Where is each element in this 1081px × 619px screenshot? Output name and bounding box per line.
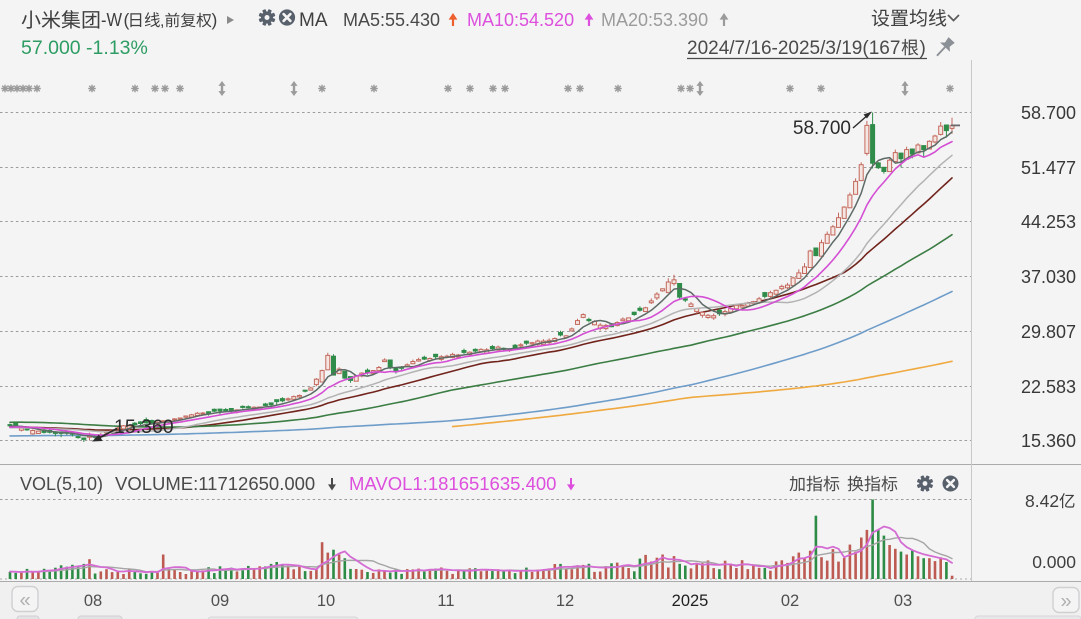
svg-text:VOL(5,10): VOL(5,10) [20, 474, 103, 494]
svg-text:): ) [920, 38, 926, 59]
svg-text:29.807: 29.807 [1021, 322, 1076, 342]
svg-text:(: ( [124, 10, 130, 30]
svg-text:58.700: 58.700 [793, 118, 851, 139]
svg-text:»: » [1060, 591, 1071, 613]
svg-text:MA10:54.520: MA10:54.520 [467, 10, 574, 30]
svg-text:2025: 2025 [672, 592, 709, 610]
svg-text:8.42: 8.42 [1025, 491, 1059, 511]
svg-text:51.477: 51.477 [1021, 158, 1076, 178]
svg-text:2024/7/16-2025/3/19(167: 2024/7/16-2025/3/19(167 [687, 38, 900, 59]
svg-text:-W: -W [101, 9, 122, 30]
svg-text:): ) [212, 10, 218, 30]
svg-text:MA20:53.390: MA20:53.390 [601, 10, 708, 30]
svg-text:12: 12 [556, 592, 574, 610]
svg-text:22.583: 22.583 [1021, 377, 1076, 397]
svg-text:«: « [19, 590, 30, 612]
svg-text:11: 11 [437, 592, 454, 610]
svg-text:58.700: 58.700 [1021, 103, 1076, 123]
svg-text:03: 03 [894, 592, 912, 610]
svg-text:08: 08 [84, 592, 102, 610]
svg-text:VOLUME:11712650.000: VOLUME:11712650.000 [115, 473, 315, 494]
svg-text:15.360: 15.360 [1021, 431, 1076, 451]
svg-text:57.000 -1.13%: 57.000 -1.13% [21, 37, 148, 59]
svg-text:44.253: 44.253 [1021, 212, 1076, 232]
svg-text:MA5:55.430: MA5:55.430 [343, 10, 440, 30]
svg-text:,: , [160, 13, 164, 30]
svg-text:MAVOL1:181651635.400: MAVOL1:181651635.400 [349, 473, 556, 494]
svg-text:15.360: 15.360 [114, 416, 174, 438]
svg-text:MA: MA [299, 10, 328, 31]
svg-text:37.030: 37.030 [1021, 267, 1076, 287]
svg-text:0.000: 0.000 [1032, 552, 1076, 572]
svg-text:10: 10 [317, 592, 335, 610]
svg-text:02: 02 [781, 592, 799, 610]
svg-text:09: 09 [211, 592, 229, 610]
